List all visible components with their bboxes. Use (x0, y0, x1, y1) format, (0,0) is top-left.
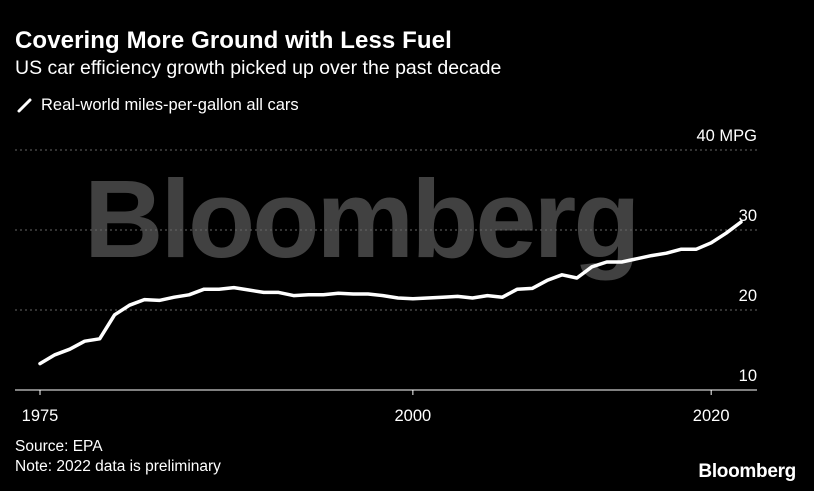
x-tick-label-2000: 2000 (395, 407, 432, 425)
y-tick-label-20: 20 (739, 287, 757, 305)
series-line-0 (38, 220, 743, 366)
footnote: Note: 2022 data is preliminary (15, 458, 221, 475)
bloomberg-logo: Bloomberg (698, 461, 796, 482)
legend-line-icon (17, 98, 32, 113)
y-tick-label-10: 10 (739, 367, 757, 385)
x-tick-label-1975: 1975 (22, 407, 59, 425)
legend: Real-world miles-per-gallon all cars (15, 95, 299, 115)
source-note: Source: EPA (15, 438, 103, 455)
y-tick-label-30: 30 (739, 207, 757, 225)
y-tick-label-40: 40 MPG (696, 127, 757, 145)
x-tick-label-2020: 2020 (693, 407, 730, 425)
watermark-logo: Bloomberg (84, 158, 641, 281)
chart-subtitle: US car efficiency growth picked up over … (15, 57, 502, 79)
chart-title: Covering More Ground with Less Fuel (15, 27, 452, 54)
legend-label: Real-world miles-per-gallon all cars (41, 95, 299, 114)
